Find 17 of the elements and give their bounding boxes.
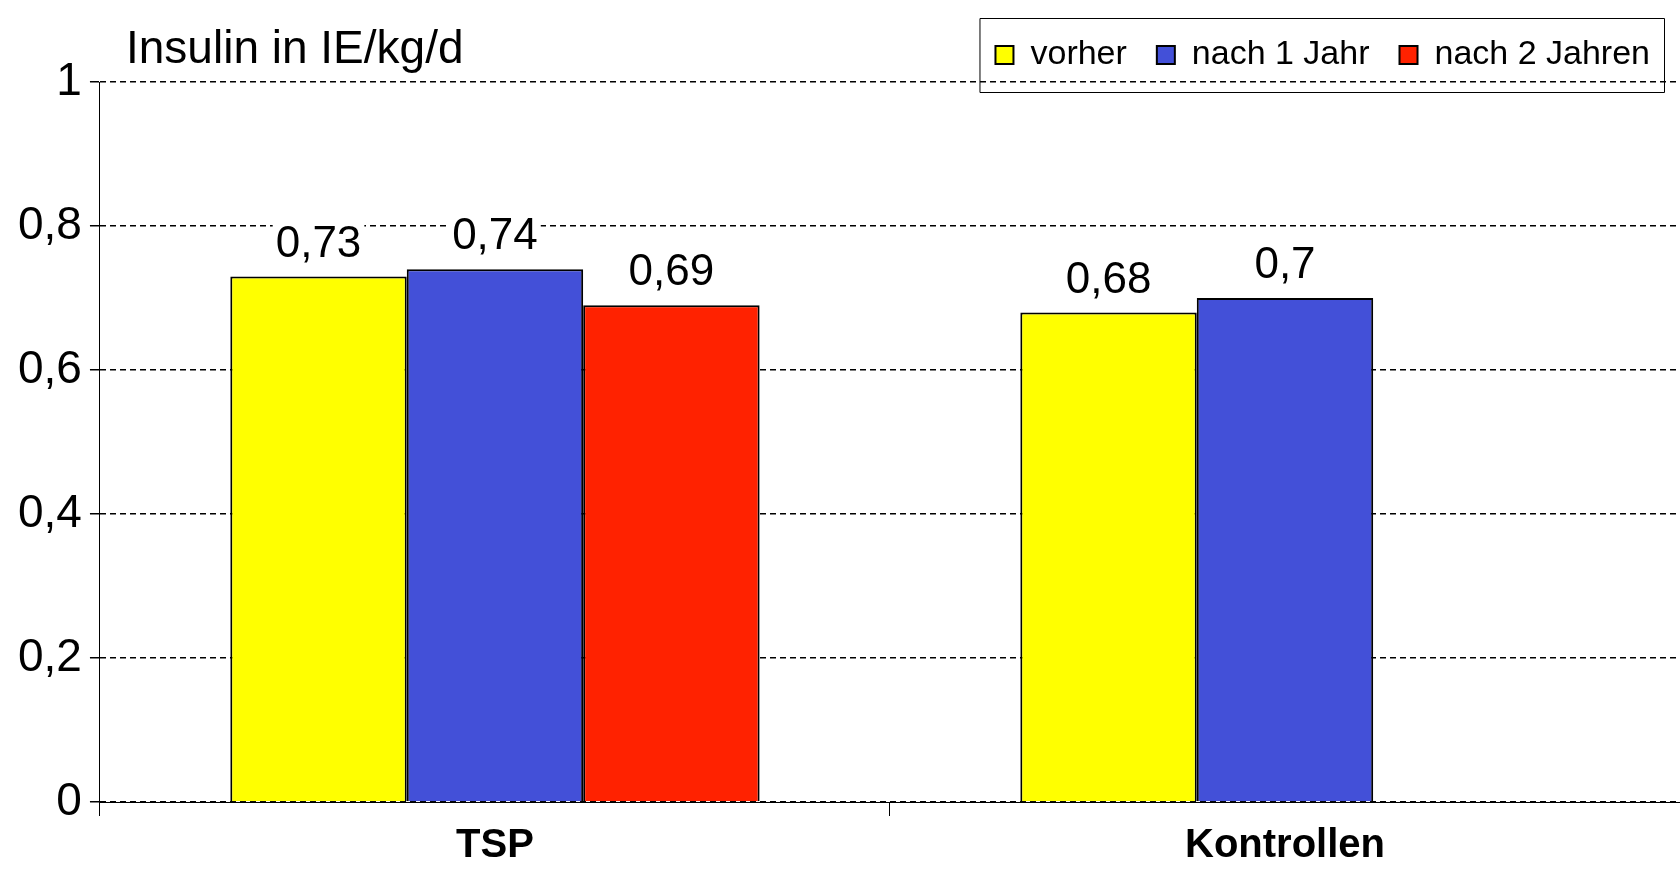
- data-label: 0,73: [275, 216, 362, 266]
- x-tick-label: Kontrollen: [1184, 821, 1385, 866]
- legend-label: nach 1 Jahr: [1191, 33, 1370, 72]
- data-label: 0,7: [1254, 238, 1316, 288]
- y-tick-label: 0,2: [17, 628, 82, 681]
- data-label: 0,69: [628, 245, 715, 295]
- chart-title: Insulin in IE/kg/d: [126, 20, 464, 74]
- y-tick-label: 0,4: [17, 484, 82, 537]
- y-tick-label: 0: [56, 772, 82, 825]
- data-label: 0,74: [452, 209, 538, 259]
- legend-label: vorher: [1030, 33, 1127, 72]
- data-label: 0,68: [1065, 252, 1152, 302]
- legend-label: nach 2 Jahren: [1434, 33, 1651, 72]
- y-tick-label: 0,8: [17, 196, 82, 249]
- y-tick-label: 1: [56, 52, 82, 105]
- y-tick-label: 0,6: [17, 340, 82, 393]
- x-tick-label: TSP: [456, 821, 534, 866]
